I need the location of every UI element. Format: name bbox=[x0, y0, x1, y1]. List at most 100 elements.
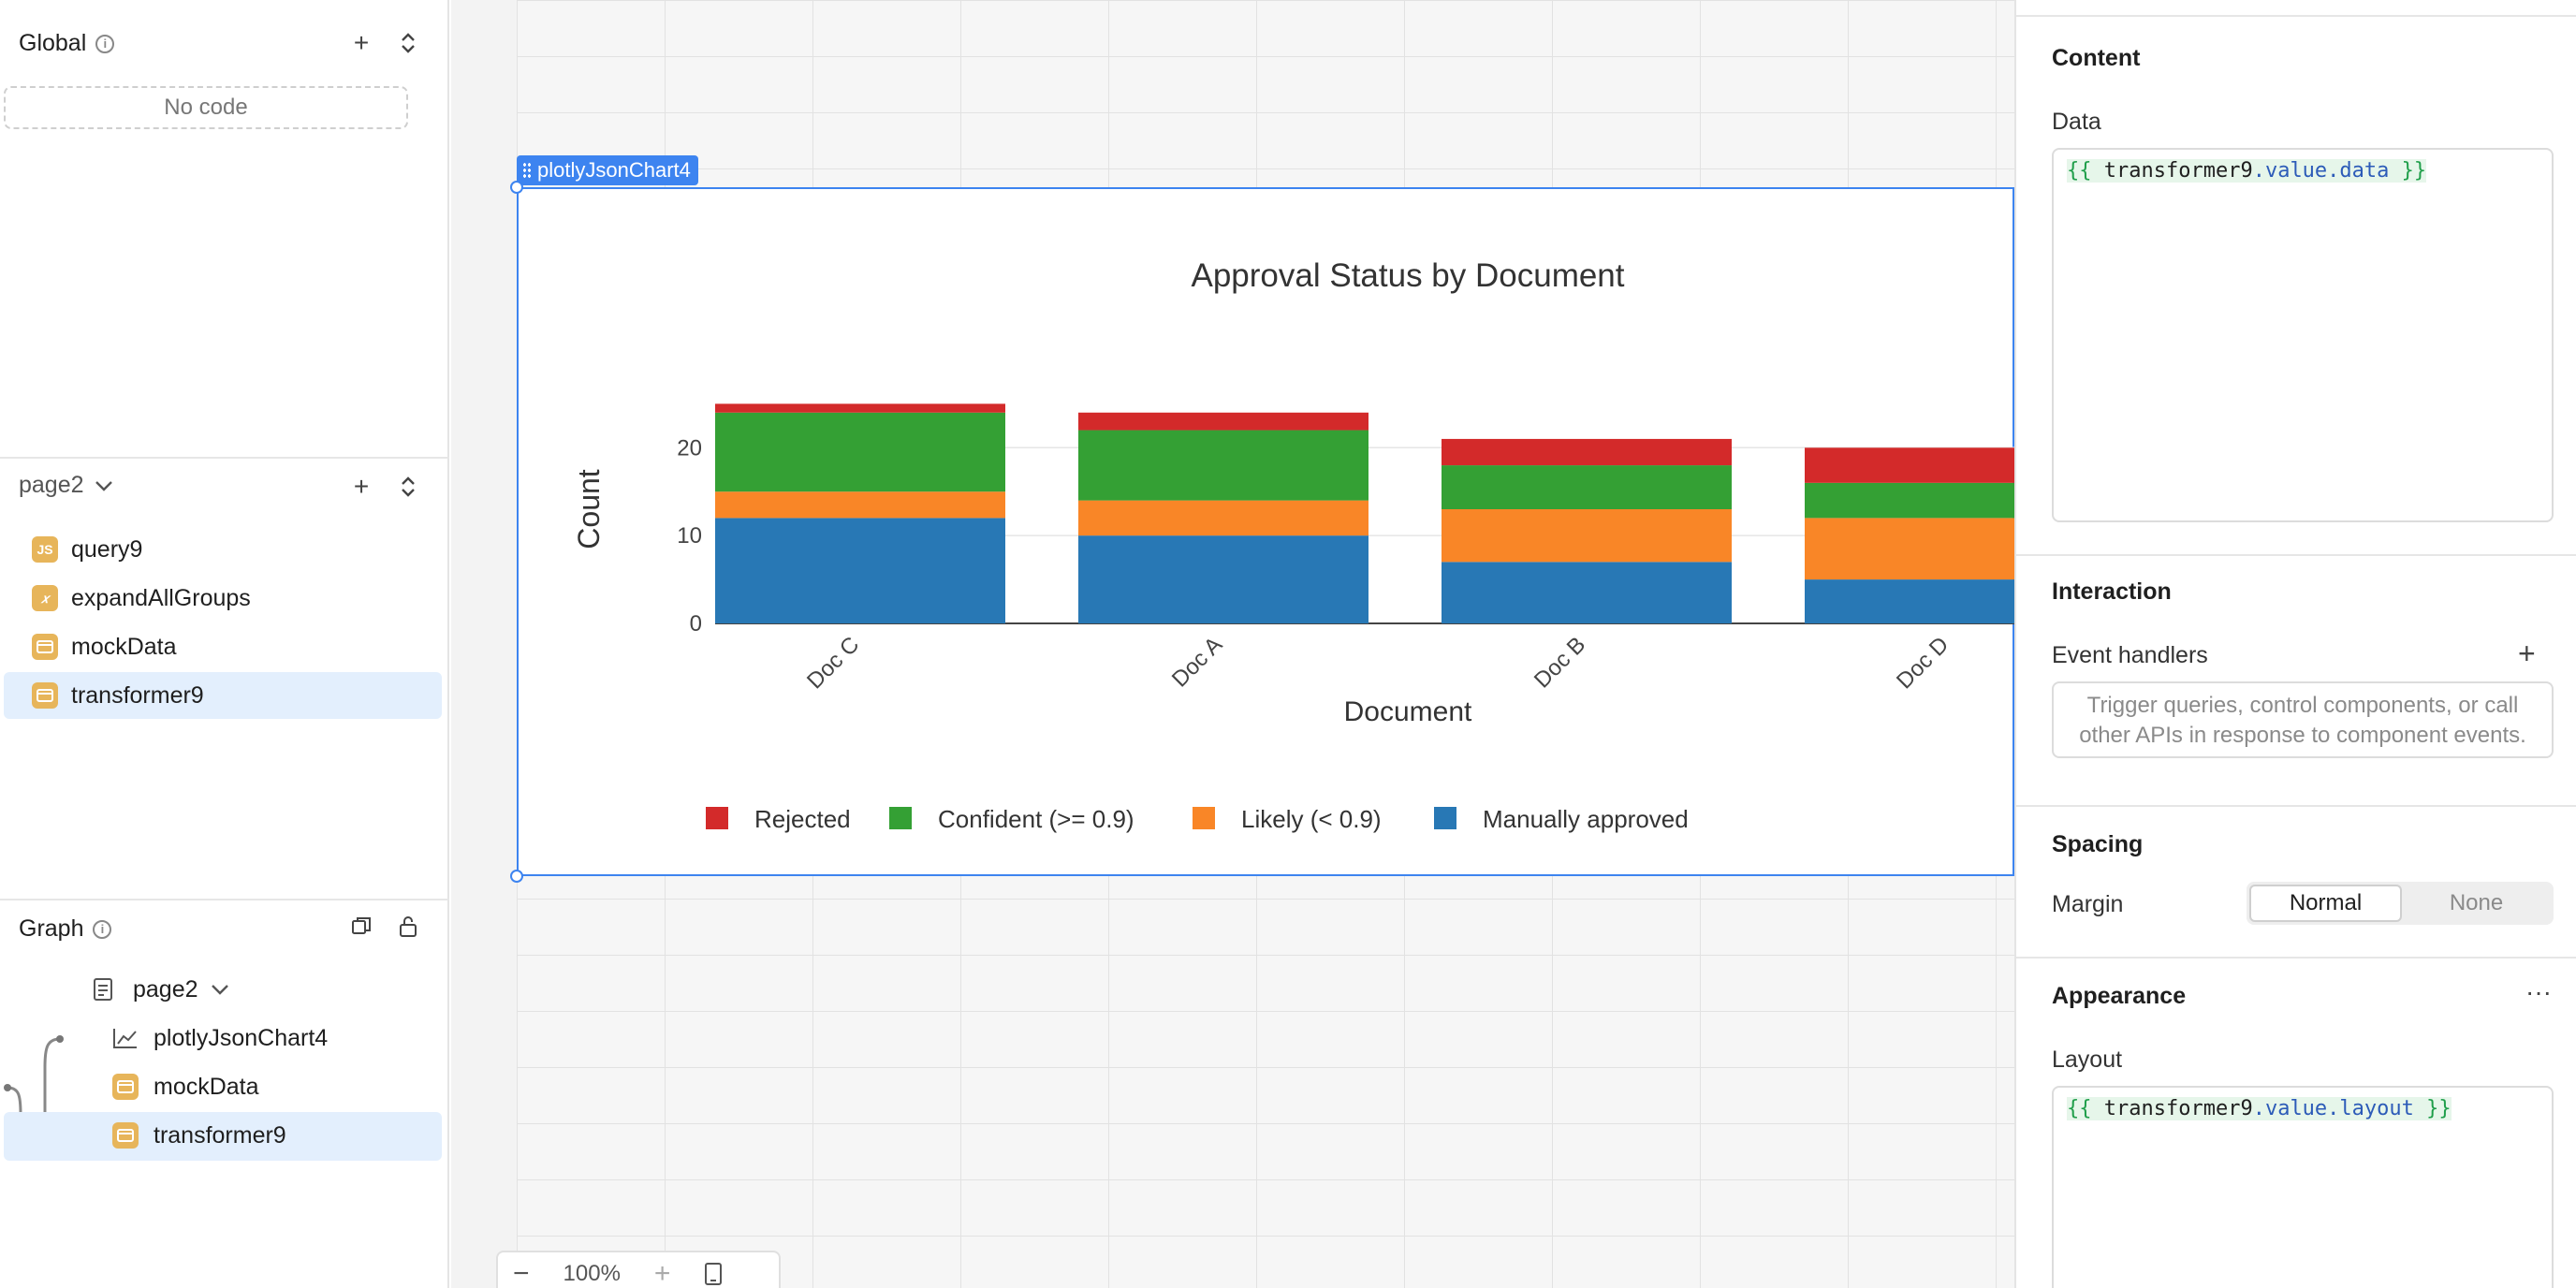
zoom-toolbar: − 100% + bbox=[496, 1251, 781, 1288]
y-tick-label: 20 bbox=[677, 435, 702, 461]
unlock-icon[interactable] bbox=[397, 915, 419, 938]
y-axis-label: Count bbox=[572, 469, 606, 549]
expand-collapse-icon[interactable] bbox=[397, 476, 419, 498]
bar-segment bbox=[1078, 430, 1368, 501]
content-section-title: Content bbox=[2052, 45, 2141, 71]
page-header-actions: + bbox=[350, 472, 419, 501]
add-icon[interactable]: + bbox=[353, 28, 370, 57]
variable-icon bbox=[112, 1074, 139, 1100]
margin-segmented-control: Normal None bbox=[2247, 882, 2554, 925]
graph-node-mockdata[interactable]: mockData bbox=[112, 1063, 259, 1110]
divider bbox=[2016, 15, 2576, 17]
comment-icon[interactable] bbox=[350, 915, 373, 938]
transformer-icon bbox=[32, 682, 58, 709]
code-property: .value.data bbox=[2252, 159, 2390, 183]
graph-node-plotlyjsonchart4[interactable]: plotlyJsonChart4 bbox=[112, 1015, 328, 1061]
bar-segment bbox=[1805, 482, 2014, 519]
graph-node-label: mockData bbox=[154, 1073, 259, 1100]
zoom-in-icon[interactable]: + bbox=[653, 1258, 671, 1288]
function-icon: 𝑥 bbox=[32, 585, 58, 611]
chart-title: Approval Status by Document bbox=[1191, 257, 1624, 294]
code-variable: transformer9 bbox=[2103, 1097, 2253, 1120]
spacing-section-title: Spacing bbox=[2052, 831, 2144, 857]
list-item-query9[interactable]: JS query9 bbox=[4, 526, 442, 573]
x-axis-label: Document bbox=[1344, 696, 1472, 727]
graph-node-label: transformer9 bbox=[154, 1121, 286, 1149]
chevron-down-icon bbox=[211, 985, 228, 995]
component-badge[interactable]: plotlyJsonChart4 bbox=[517, 155, 698, 185]
graph-section-header: Graph i bbox=[19, 915, 112, 943]
code-property: .value.layout bbox=[2252, 1097, 2414, 1120]
add-icon[interactable]: + bbox=[353, 472, 370, 501]
legend-label: Rejected bbox=[754, 805, 851, 833]
margin-option-none[interactable]: None bbox=[2449, 890, 2504, 915]
expand-collapse-icon[interactable] bbox=[397, 32, 419, 54]
list-item-label: expandAllGroups bbox=[71, 584, 251, 611]
divider bbox=[2016, 957, 2576, 959]
chart-component[interactable]: Approval Status by Document 0 10 20 Count Doc… bbox=[517, 187, 2014, 876]
margin-label: Margin bbox=[2052, 891, 2124, 917]
data-label: Data bbox=[2052, 109, 2101, 135]
graph-title: Graph bbox=[19, 915, 84, 942]
graph-header-actions bbox=[350, 915, 419, 938]
bar-segment bbox=[1805, 518, 2014, 580]
interaction-section-title: Interaction bbox=[2052, 578, 2172, 605]
code-open-brace: {{ bbox=[2067, 1097, 2092, 1120]
divider bbox=[2016, 554, 2576, 556]
data-code-editor[interactable]: {{ transformer9.value.data }} bbox=[2052, 148, 2554, 522]
resize-handle-bottom-left[interactable] bbox=[510, 870, 523, 883]
code-close-brace: }} bbox=[2426, 1097, 2452, 1120]
bar-segment bbox=[1805, 447, 2014, 483]
graph-root-page2[interactable]: page2 bbox=[92, 966, 230, 1013]
graph-node-transformer9[interactable]: transformer9 bbox=[112, 1112, 286, 1159]
zoom-out-icon[interactable]: − bbox=[513, 1258, 530, 1288]
zoom-level[interactable]: 100% bbox=[563, 1261, 621, 1286]
document-icon bbox=[94, 978, 112, 1001]
event-handlers-empty-state[interactable]: Trigger queries, control components, or … bbox=[2052, 681, 2554, 758]
bar-segment bbox=[1078, 535, 1368, 623]
legend-label: Likely (< 0.9) bbox=[1241, 805, 1382, 833]
x-tick-label: Doc A bbox=[1167, 632, 1227, 692]
page-title: page2 bbox=[19, 472, 84, 498]
legend-swatch bbox=[706, 807, 728, 829]
bar-segment bbox=[715, 403, 1005, 413]
bar-segment bbox=[1442, 465, 1732, 509]
code-variable: transformer9 bbox=[2103, 159, 2253, 183]
bar-segment bbox=[1442, 438, 1732, 466]
component-badge-label: plotlyJsonChart4 bbox=[537, 158, 691, 182]
bar-segment bbox=[1442, 509, 1732, 563]
list-item-label: mockData bbox=[71, 633, 177, 660]
inspector-panel: Content Data {{ transformer9.value.data … bbox=[2014, 0, 2576, 1288]
code-close-brace: }} bbox=[2401, 159, 2427, 183]
bar-segment bbox=[715, 412, 1005, 492]
chart-svg: Approval Status by Document 0 10 20 Count Doc… bbox=[572, 257, 2014, 833]
list-item-label: query9 bbox=[71, 535, 143, 563]
y-tick-label: 10 bbox=[677, 523, 702, 549]
list-item-mockdata[interactable]: mockData bbox=[4, 623, 442, 670]
line-chart-icon bbox=[113, 1029, 137, 1048]
graph-root-label: page2 bbox=[133, 975, 198, 1003]
add-event-handler-icon[interactable]: + bbox=[2518, 637, 2536, 670]
list-item-label: transformer9 bbox=[71, 681, 204, 709]
layout-label: Layout bbox=[2052, 1046, 2123, 1073]
info-icon[interactable]: i bbox=[93, 919, 112, 939]
layout-code-editor[interactable]: {{ transformer9.value.layout }} bbox=[2052, 1086, 2554, 1288]
legend-label: Manually approved bbox=[1483, 805, 1689, 833]
list-item-transformer9[interactable]: transformer9 bbox=[4, 672, 442, 719]
variable-icon bbox=[32, 634, 58, 660]
bar-segment bbox=[1078, 500, 1368, 536]
list-item-expandallgroups[interactable]: 𝑥 expandAllGroups bbox=[4, 575, 442, 622]
bar-segment bbox=[1805, 579, 2014, 623]
drag-handle-icon[interactable] bbox=[522, 162, 532, 179]
x-tick-label: Doc B bbox=[1530, 632, 1590, 693]
margin-option-normal[interactable]: Normal bbox=[2249, 885, 2402, 922]
more-options-icon[interactable]: ··· bbox=[2525, 977, 2552, 1006]
device-icon[interactable] bbox=[704, 1262, 723, 1286]
x-tick-label: Doc D bbox=[1892, 632, 1954, 694]
divider bbox=[2016, 805, 2576, 807]
y-tick-label: 0 bbox=[690, 611, 702, 637]
resize-handle-top-left[interactable] bbox=[510, 181, 523, 194]
info-icon[interactable]: i bbox=[95, 34, 115, 53]
page-section-header[interactable]: page2 bbox=[19, 472, 114, 499]
global-section-header: Global i bbox=[19, 30, 115, 57]
